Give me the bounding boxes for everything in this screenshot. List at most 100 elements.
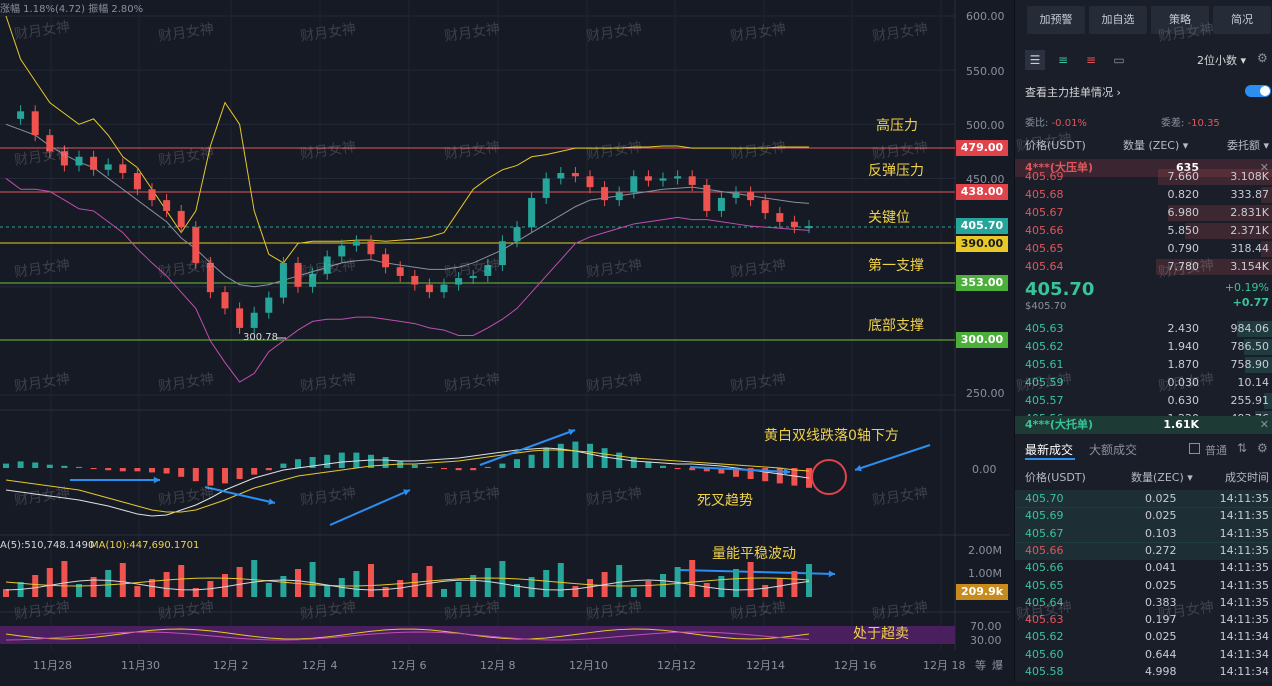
filter-icon[interactable]: ⇅ <box>1237 441 1248 455</box>
book-header-qty[interactable]: 数量 (ZEC) ▾ <box>1123 139 1189 152</box>
trade-time: 14:11:35 <box>1219 578 1269 592</box>
candle-body <box>484 265 492 276</box>
depth-bar <box>1185 223 1272 239</box>
macd-bar <box>280 463 287 468</box>
orderbook-bids-icon[interactable]: ≡ <box>1057 53 1069 67</box>
trade-row[interactable]: 405.65 0.025 14:11:35 <box>1015 577 1272 595</box>
settings-icon[interactable]: ⚙ <box>1257 51 1268 65</box>
orderbook-both-icon[interactable]: ☰ <box>1025 50 1045 70</box>
book-header-amount[interactable]: 委托额 ▾ <box>1226 139 1269 152</box>
bid-row[interactable]: 405.59 0.030 10.14 <box>1015 374 1272 392</box>
ask-row[interactable]: 405.65 0.790 318.44 <box>1015 240 1272 258</box>
candle-body <box>659 178 667 181</box>
chart-canvas[interactable] <box>0 0 1010 682</box>
bid-qty: 0.030 <box>1167 376 1200 389</box>
depth-bar <box>1168 205 1272 221</box>
big-ask-row[interactable]: 4***(大压单) 635 ✕ <box>1015 159 1272 177</box>
ask-row[interactable]: 405.68 0.820 333.87 <box>1015 186 1272 204</box>
trend-arrow <box>479 429 576 466</box>
ask-row[interactable]: 405.69 7.660 3.108K <box>1015 168 1272 186</box>
main-orders-link[interactable]: 查看主力挂单情况 › <box>1025 84 1121 100</box>
depth-bar <box>1236 321 1272 337</box>
trades-header-qty[interactable]: 数量(ZEC) ▾ <box>1131 471 1193 484</box>
macd-bar <box>762 468 769 482</box>
candle-body <box>425 284 433 293</box>
trade-time: 14:11:34 <box>1219 630 1269 644</box>
bid-row[interactable]: 405.63 2.430 984.06 <box>1015 320 1272 338</box>
trade-time: 14:11:34 <box>1219 665 1269 678</box>
ask-price: 405.69 <box>1025 170 1064 183</box>
trend-arrow <box>329 489 411 526</box>
candle-body <box>148 189 156 201</box>
commission-ratio-value: -0.01% <box>1051 118 1087 129</box>
orderbook-asks-icon[interactable]: ≡ <box>1085 53 1097 67</box>
macd-bar <box>134 468 141 472</box>
ask-row[interactable]: 405.66 5.850 2.371K <box>1015 222 1272 240</box>
add-alert-button[interactable]: 加预警 <box>1027 6 1085 34</box>
candle-body <box>747 192 755 201</box>
macd-bar <box>484 466 491 468</box>
kline-chart[interactable]: 涨幅 1.18%(4.72) 振幅 2.80% A(5):510,748.149… <box>0 0 1010 682</box>
overview-button[interactable]: 简况 <box>1213 6 1271 34</box>
bid-amount: 255.91 <box>1230 394 1270 407</box>
annotation-first-support: 第一支撑 <box>868 258 924 274</box>
trend-arrow-head <box>855 464 862 472</box>
macd-bar <box>572 441 579 468</box>
trade-row[interactable]: 405.63 0.197 14:11:35 <box>1015 611 1272 629</box>
orderbook-compact-icon[interactable]: ▭ <box>1113 53 1125 67</box>
trade-row[interactable]: 405.70 0.025 14:11:35 <box>1015 490 1272 508</box>
depth-bar <box>1244 357 1272 373</box>
volume-tag: 209.9k <box>956 584 1008 600</box>
ask-amount: 2.831K <box>1230 206 1269 219</box>
ask-row[interactable]: 405.67 6.980 2.831K <box>1015 204 1272 222</box>
trade-row[interactable]: 405.67 0.103 14:11:35 <box>1015 524 1272 543</box>
trade-qty: 4.998 <box>1145 665 1177 678</box>
date-tick: 12月 16 <box>834 659 877 672</box>
price-axis-600: 600.00 <box>966 10 1005 23</box>
tab-latest-trades[interactable]: 最新成交 <box>1025 443 1074 457</box>
trade-row[interactable]: 405.66 0.272 14:11:35 <box>1015 541 1272 560</box>
add-watchlist-button[interactable]: 加自选 <box>1089 6 1147 34</box>
volume-bar <box>119 563 126 597</box>
trade-time: 14:11:35 <box>1219 526 1269 540</box>
price-tag-438: 438.00 <box>956 184 1008 200</box>
ask-amount: 318.44 <box>1230 242 1270 255</box>
bid-qty: 1.870 <box>1167 358 1200 371</box>
volume-bar <box>90 577 97 597</box>
close-icon[interactable]: ✕ <box>1259 418 1269 431</box>
bid-row[interactable]: 405.57 0.630 255.91 <box>1015 392 1272 410</box>
candle-body <box>601 187 609 201</box>
main-orders-toggle[interactable] <box>1245 85 1271 97</box>
trend-arrow-head <box>568 428 575 436</box>
close-icon[interactable]: ✕ <box>1259 161 1269 174</box>
ask-row[interactable]: 405.64 7.780 3.154K <box>1015 258 1272 276</box>
trade-row[interactable]: 405.60 0.644 14:11:34 <box>1015 646 1272 664</box>
macd-bar <box>791 468 798 486</box>
trade-row[interactable]: 405.62 0.025 14:11:34 <box>1015 628 1272 646</box>
bid-row[interactable]: 405.62 1.940 786.50 <box>1015 338 1272 356</box>
volume-bar <box>3 589 9 597</box>
date-tick: 12月 4 <box>302 659 338 672</box>
trade-row[interactable]: 405.64 0.383 14:11:35 <box>1015 594 1272 612</box>
normal-checkbox[interactable] <box>1189 443 1200 454</box>
ma10-legend: MA(10):447,690.1701 <box>90 540 200 551</box>
candle-body <box>177 210 185 228</box>
decimals-select[interactable]: 2位小数 ▾ <box>1197 52 1246 68</box>
trade-time: 14:11:35 <box>1219 595 1269 609</box>
bid-row[interactable]: 405.61 1.870 758.90 <box>1015 356 1272 374</box>
volume-bar <box>514 584 520 597</box>
ask-amount: 3.108K <box>1230 170 1269 183</box>
volume-bar <box>630 588 637 597</box>
macd-bar <box>119 468 126 472</box>
candle-body <box>761 200 769 214</box>
trade-row[interactable]: 405.66 0.041 14:11:35 <box>1015 559 1272 577</box>
trade-row[interactable]: 405.69 0.025 14:11:35 <box>1015 507 1272 526</box>
macd-bar <box>645 461 652 468</box>
trade-row[interactable]: 405.58 4.998 14:11:34 <box>1015 663 1272 681</box>
big-bid-row[interactable]: 4***(大托单) 1.61K ✕ <box>1015 416 1272 434</box>
volume-bar <box>557 563 564 597</box>
settings-icon[interactable]: ⚙ <box>1257 441 1268 455</box>
strategy-button[interactable]: 策略 <box>1151 6 1209 34</box>
candle-body <box>586 176 594 188</box>
tab-big-trades[interactable]: 大额成交 <box>1089 443 1138 457</box>
